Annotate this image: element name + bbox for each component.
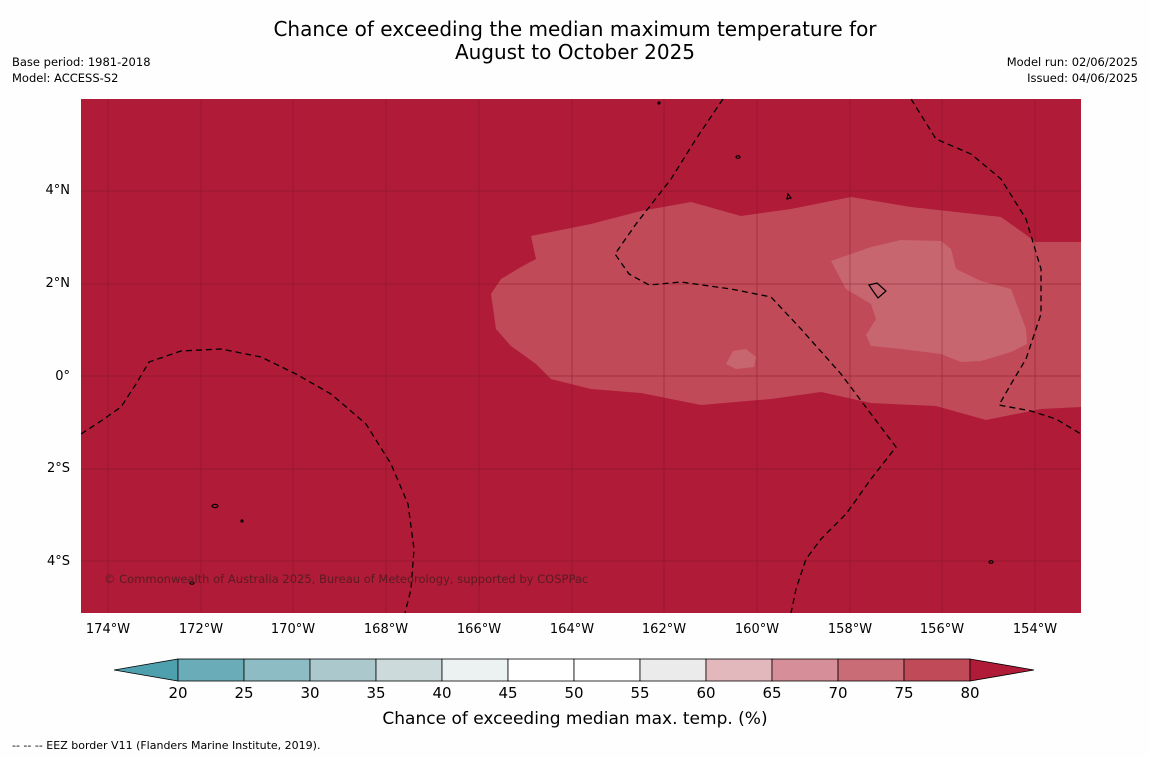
cb-seg-50-55 [573, 658, 641, 682]
cb-seg-65-70 [771, 658, 839, 682]
colorbar-high-extend [969, 658, 1035, 682]
meta-left: Base period: 1981-2018 Model: ACCESS-S2 [12, 54, 151, 86]
base-period: Base period: 1981-2018 [12, 55, 151, 69]
lon-tick-158w: 158°W [827, 622, 873, 637]
map-panel: © Commonwealth of Australia 2025, Bureau… [81, 99, 1081, 613]
lon-tick-170w: 170°W [270, 622, 316, 637]
cb-tick-50: 50 [564, 684, 584, 702]
lon-tick-156w: 156°W [919, 622, 965, 637]
lat-tick-0: 0° [55, 369, 70, 384]
title-line-2: August to October 2025 [454, 40, 696, 64]
region-70 [831, 240, 1027, 362]
title-line-1: Chance of exceeding the median maximum t… [273, 17, 877, 41]
cb-seg-70-75 [837, 658, 905, 682]
colorbar-label: Chance of exceeding median max. temp. (%… [382, 709, 768, 729]
cb-tick-75: 75 [894, 684, 914, 702]
cb-tick-40: 40 [432, 684, 452, 702]
cb-seg-75-80 [903, 658, 971, 682]
lon-tick-168w: 168°W [363, 622, 409, 637]
cb-tick-45: 45 [498, 684, 518, 702]
eez-footnote: -- -- -- EEZ border V11 (Flanders Marine… [12, 739, 321, 752]
cb-seg-20-25 [177, 658, 245, 682]
meta-right: Model run: 02/06/2025 Issued: 04/06/2025 [1007, 54, 1138, 86]
issued-date: Issued: 04/06/2025 [1027, 71, 1138, 85]
lon-tick-164w: 164°W [549, 622, 595, 637]
cb-tick-80: 80 [960, 684, 980, 702]
colorbar-segments [177, 658, 971, 682]
lat-tick-4s: 4°S [46, 554, 70, 569]
cb-tick-60: 60 [696, 684, 716, 702]
lat-tick-4n: 4°N [45, 183, 71, 198]
lon-tick-160w: 160°W [734, 622, 780, 637]
graticule [81, 99, 1081, 613]
colorbar-low-extend [114, 658, 179, 682]
cb-seg-25-30 [243, 658, 311, 682]
model-name: Model: ACCESS-S2 [12, 71, 119, 85]
lon-tick-174w: 174°W [85, 622, 131, 637]
cb-tick-70: 70 [828, 684, 848, 702]
cb-tick-65: 65 [762, 684, 782, 702]
cb-tick-20: 20 [168, 684, 188, 702]
cb-seg-40-45 [441, 658, 509, 682]
cb-tick-25: 25 [234, 684, 254, 702]
colorbar [114, 658, 1035, 682]
lon-tick-154w: 154°W [1012, 622, 1058, 637]
cb-seg-45-50 [507, 658, 575, 682]
lon-tick-166w: 166°W [456, 622, 502, 637]
cb-tick-30: 30 [300, 684, 320, 702]
cb-tick-35: 35 [366, 684, 386, 702]
model-run: Model run: 02/06/2025 [1006, 55, 1138, 69]
eez-borders [81, 99, 1081, 613]
cb-seg-60-65 [705, 658, 773, 682]
cb-seg-55-60 [639, 658, 707, 682]
copyright-notice: © Commonwealth of Australia 2025, Bureau… [104, 572, 588, 586]
lat-tick-2s: 2°S [46, 461, 70, 476]
cb-seg-30-35 [309, 658, 377, 682]
lon-tick-162w: 162°W [641, 622, 687, 637]
chart-title: Chance of exceeding the median maximum t… [0, 18, 1150, 64]
cb-tick-55: 55 [630, 684, 650, 702]
cb-seg-35-40 [375, 658, 443, 682]
islands [189, 101, 994, 585]
lon-tick-172w: 172°W [178, 622, 224, 637]
lat-tick-2n: 2°N [45, 276, 71, 291]
region-70-small [726, 349, 756, 369]
